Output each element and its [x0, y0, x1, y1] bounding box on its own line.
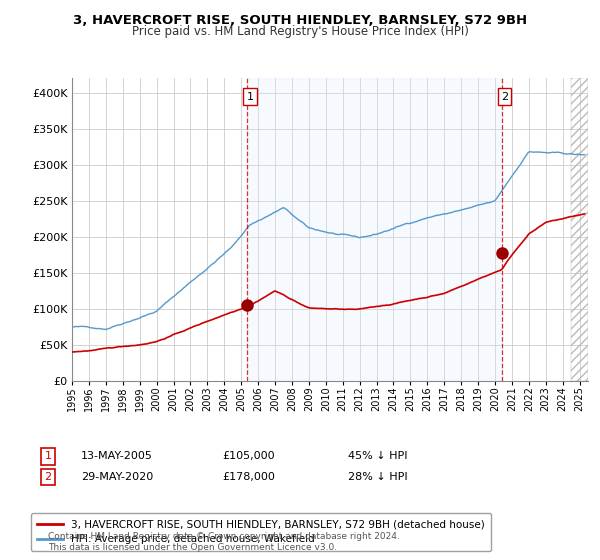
Text: Contains HM Land Registry data © Crown copyright and database right 2024.
This d: Contains HM Land Registry data © Crown c… [48, 532, 400, 552]
Text: 2: 2 [501, 92, 508, 101]
Text: £178,000: £178,000 [222, 472, 275, 482]
Text: 1: 1 [247, 92, 253, 101]
Text: £105,000: £105,000 [222, 451, 275, 461]
Bar [247, 78, 502, 381]
Text: Price paid vs. HM Land Registry's House Price Index (HPI): Price paid vs. HM Land Registry's House … [131, 25, 469, 38]
Text: 1: 1 [44, 451, 52, 461]
Text: 29-MAY-2020: 29-MAY-2020 [81, 472, 153, 482]
Text: 28% ↓ HPI: 28% ↓ HPI [348, 472, 407, 482]
Text: 3, HAVERCROFT RISE, SOUTH HIENDLEY, BARNSLEY, S72 9BH: 3, HAVERCROFT RISE, SOUTH HIENDLEY, BARN… [73, 14, 527, 27]
Text: 2: 2 [44, 472, 52, 482]
Text: 45% ↓ HPI: 45% ↓ HPI [348, 451, 407, 461]
Legend: 3, HAVERCROFT RISE, SOUTH HIENDLEY, BARNSLEY, S72 9BH (detached house), HPI: Ave: 3, HAVERCROFT RISE, SOUTH HIENDLEY, BARN… [31, 513, 491, 550]
Text: 13-MAY-2005: 13-MAY-2005 [81, 451, 153, 461]
